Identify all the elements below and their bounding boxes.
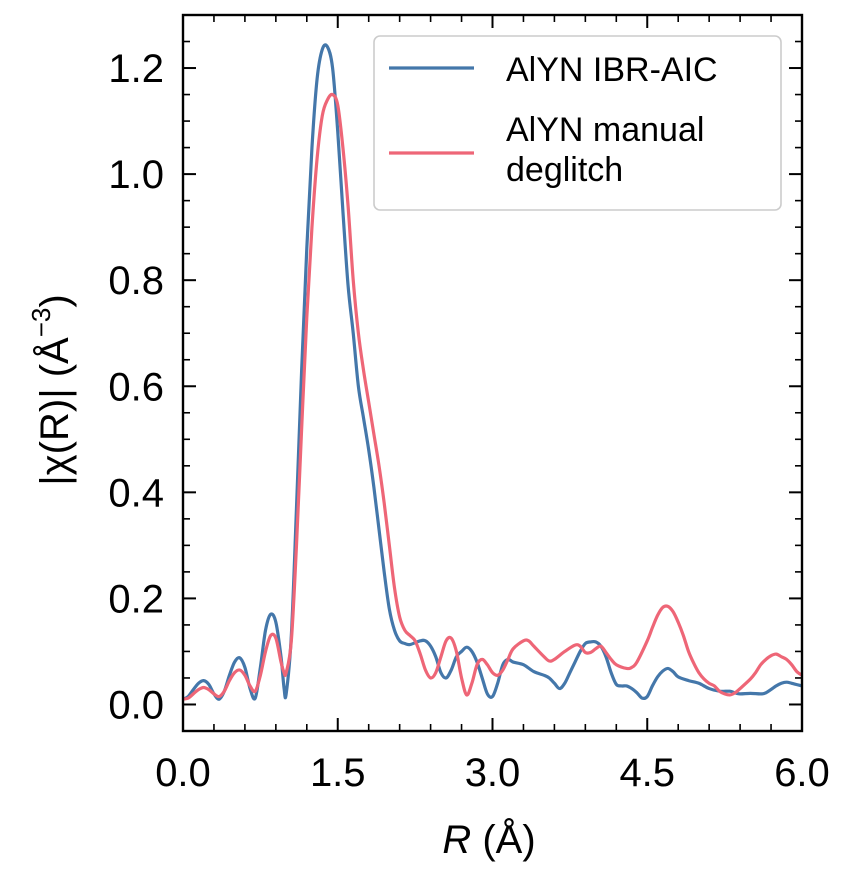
x-tick-label: 4.5: [619, 751, 675, 795]
x-tick-label: 1.5: [310, 751, 366, 795]
y-axis-label-group: |χ(R)| (Å−3): [26, 294, 77, 485]
legend-label-series-1: AlYN manual deglitch: [506, 111, 704, 189]
series-layer: [182, 43, 803, 701]
x-axis-unit: (Å): [471, 817, 535, 862]
y-axis-label: |χ(R)| (Å−3): [26, 294, 77, 485]
legend-label-series-1-line-1: AlYN manual: [506, 111, 704, 149]
x-tick-label: 0.0: [155, 751, 211, 795]
y-tick-label: 1.2: [108, 47, 164, 91]
y-tick-label: 0.6: [108, 365, 164, 409]
y-tick-label: 1.0: [108, 153, 164, 197]
legend: AlYN IBR-AIC AlYN manual deglitch: [373, 35, 782, 211]
y-tick-label: 0.2: [108, 577, 164, 621]
y-tick-label: 0.4: [108, 471, 164, 515]
y-axis-label-superscript: −3: [26, 308, 56, 338]
legend-box: [373, 35, 782, 211]
y-axis-label-close: ): [33, 294, 77, 307]
y-tick-label: 0.8: [108, 259, 164, 303]
plot-frame: [181, 13, 804, 733]
y-tick-label: 0.0: [108, 683, 164, 727]
x-tick-labels: 0.0 1.5 3.0 4.5 6.0: [155, 751, 830, 795]
x-tick-label: 3.0: [465, 751, 521, 795]
x-axis-label: R (Å): [442, 817, 535, 862]
legend-label-series-0: AlYN IBR-AIC: [506, 51, 718, 89]
series-line-1: [182, 92, 803, 701]
x-axis-variable: R: [442, 818, 471, 862]
y-tick-labels: 0.0 0.2 0.4 0.6 0.8 1.0 1.2: [108, 47, 164, 727]
y-axis-label-main: |χ(R)| (Å: [32, 337, 77, 486]
x-tick-label: 6.0: [774, 751, 830, 795]
legend-label-series-1-line-2: deglitch: [506, 151, 623, 189]
